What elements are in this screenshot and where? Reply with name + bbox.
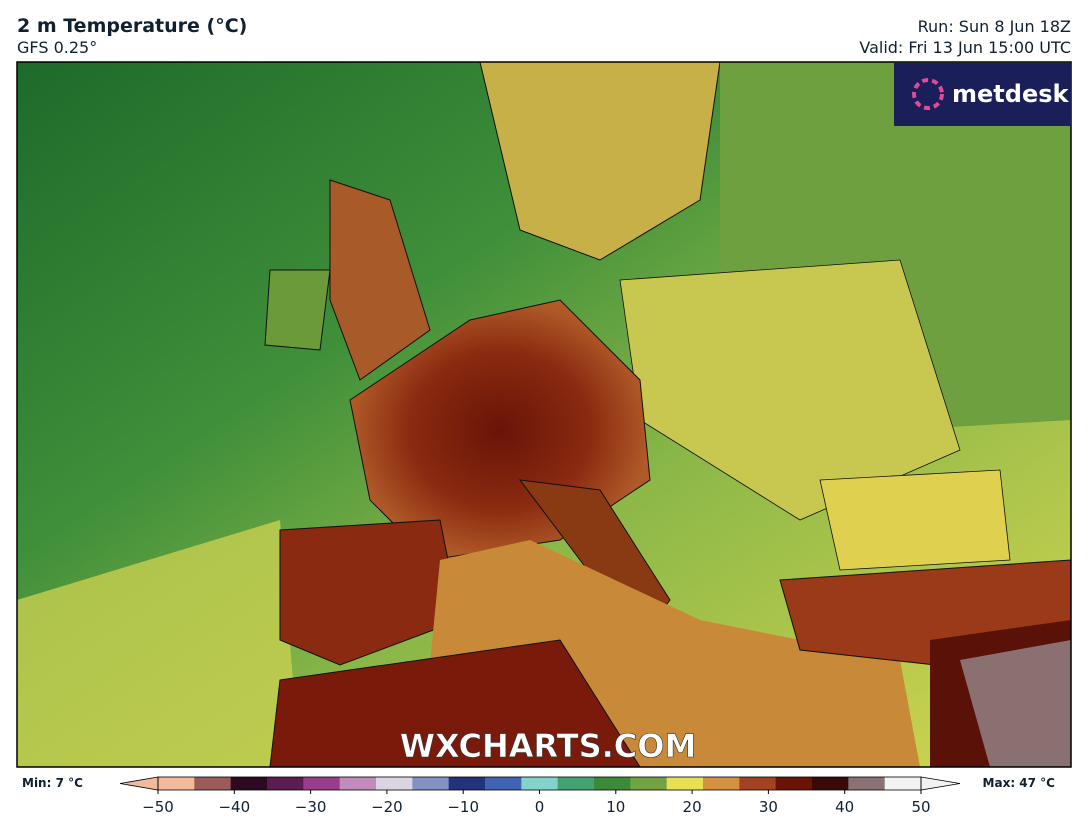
colorbar-tick-label: 30 — [759, 798, 778, 816]
colorbar-segment — [594, 777, 631, 790]
great-britain — [329, 179, 431, 381]
colorbar-tick-label: −10 — [447, 798, 479, 816]
colorbar-extend-low — [119, 776, 159, 791]
run-time: Run: Sun 8 Jun 18Z — [918, 17, 1071, 36]
colorbar-segment — [666, 777, 704, 790]
colorbar-tick-label: −50 — [142, 798, 174, 816]
colorbar-tick-label: −40 — [218, 798, 250, 816]
iberia — [279, 519, 461, 666]
colorbar-tick-label: 0 — [535, 798, 545, 816]
colorbar-segment — [230, 777, 268, 790]
logo-box — [894, 63, 1071, 126]
colorbar-segment — [303, 777, 341, 790]
colorbar-tick-label: −30 — [295, 798, 327, 816]
colorbar-segment — [848, 777, 886, 790]
map — [17, 62, 1071, 767]
colorbar-tick-label: 40 — [835, 798, 854, 816]
colorbar-segment — [448, 777, 486, 790]
colorbar-segment — [775, 777, 813, 790]
logo-text: metdesk — [952, 80, 1070, 108]
ireland — [264, 269, 331, 351]
colorbar-segment — [267, 777, 304, 790]
colorbar-segment — [884, 777, 922, 790]
colorbar-segment — [812, 777, 849, 790]
colorbar-segment — [630, 777, 668, 790]
black-sea — [819, 469, 1011, 571]
colorbar-segment — [557, 777, 595, 790]
scandinavia — [479, 62, 721, 261]
colorbar-segment — [339, 777, 377, 790]
subtitle: GFS 0.25° — [17, 38, 97, 57]
colorbar-segment — [194, 777, 232, 790]
colorbar-segment — [521, 777, 559, 790]
colorbar-segment — [158, 777, 195, 790]
colorbar-min: Min: 7 °C — [22, 776, 83, 790]
colorbar-segment — [376, 777, 413, 790]
colorbar-segment — [412, 777, 450, 790]
colorbar-extend-high — [920, 776, 961, 791]
colorbar-segment — [703, 777, 740, 790]
logo-icon — [912, 78, 944, 110]
north-africa — [269, 639, 641, 767]
colorbar-tick-label: 50 — [911, 798, 930, 816]
colorbar-segment — [485, 777, 522, 790]
ocean-warm — [17, 520, 300, 767]
colorbar-max: Max: 47 °C — [983, 776, 1056, 790]
colorbar: −50 −40 −30 −20 −10 0 10 20 30 40 50 — [119, 776, 961, 816]
valid-time: Valid: Fri 13 Jun 15:00 UTC — [859, 38, 1071, 57]
hot-spot — [960, 640, 1071, 767]
colorbar-segment — [739, 777, 777, 790]
map-frame — [16, 61, 1072, 768]
title: 2 m Temperature (°C) — [17, 15, 247, 37]
colorbar-tick-label: −20 — [371, 798, 403, 816]
colorbar-tick-label: 20 — [683, 798, 702, 816]
watermark: WXCHARTS.COM — [400, 727, 697, 765]
colorbar-tick-label: 10 — [606, 798, 625, 816]
